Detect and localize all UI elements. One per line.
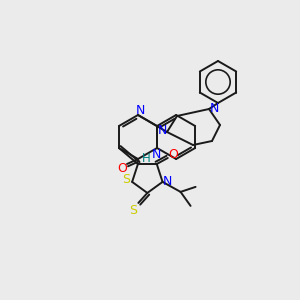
Text: S: S <box>122 173 130 186</box>
Text: S: S <box>129 204 137 218</box>
Text: H: H <box>142 152 150 166</box>
Text: O: O <box>168 148 178 161</box>
Text: N: N <box>135 103 145 116</box>
Text: O: O <box>117 161 127 175</box>
Text: N: N <box>163 176 172 188</box>
Text: N: N <box>152 148 161 160</box>
Text: N: N <box>209 101 219 115</box>
Text: N: N <box>157 124 167 137</box>
